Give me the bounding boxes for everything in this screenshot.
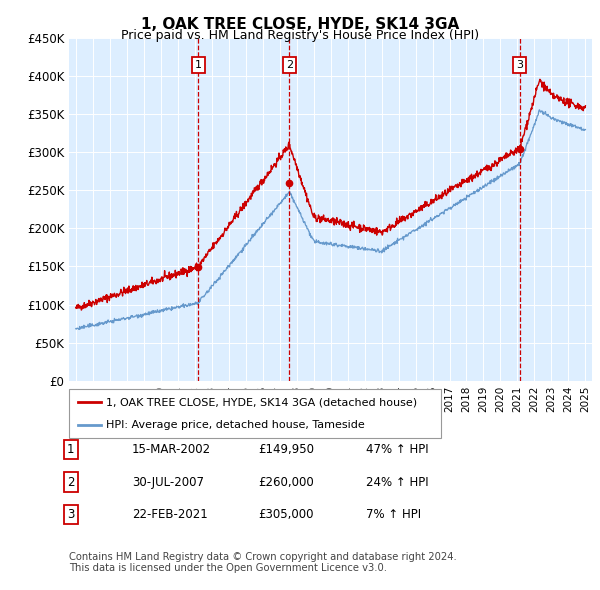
Text: 2: 2 [67,476,74,489]
Text: 1, OAK TREE CLOSE, HYDE, SK14 3GA: 1, OAK TREE CLOSE, HYDE, SK14 3GA [141,17,459,31]
Text: 47% ↑ HPI: 47% ↑ HPI [366,443,428,456]
Text: 3: 3 [516,60,523,70]
Text: 24% ↑ HPI: 24% ↑ HPI [366,476,428,489]
FancyBboxPatch shape [69,389,441,438]
Text: Price paid vs. HM Land Registry's House Price Index (HPI): Price paid vs. HM Land Registry's House … [121,30,479,42]
Text: £260,000: £260,000 [258,476,314,489]
Text: 1: 1 [67,443,74,456]
Text: 22-FEB-2021: 22-FEB-2021 [132,508,208,521]
Text: This data is licensed under the Open Government Licence v3.0.: This data is licensed under the Open Gov… [69,563,387,573]
Text: 30-JUL-2007: 30-JUL-2007 [132,476,204,489]
Text: 15-MAR-2002: 15-MAR-2002 [132,443,211,456]
Text: £305,000: £305,000 [258,508,314,521]
Text: £149,950: £149,950 [258,443,314,456]
Text: Contains HM Land Registry data © Crown copyright and database right 2024.: Contains HM Land Registry data © Crown c… [69,552,457,562]
Text: 2: 2 [286,60,293,70]
Text: 7% ↑ HPI: 7% ↑ HPI [366,508,421,521]
Text: 3: 3 [67,508,74,521]
Text: 1: 1 [195,60,202,70]
Text: 1, OAK TREE CLOSE, HYDE, SK14 3GA (detached house): 1, OAK TREE CLOSE, HYDE, SK14 3GA (detac… [106,398,418,408]
Text: HPI: Average price, detached house, Tameside: HPI: Average price, detached house, Tame… [106,419,365,430]
